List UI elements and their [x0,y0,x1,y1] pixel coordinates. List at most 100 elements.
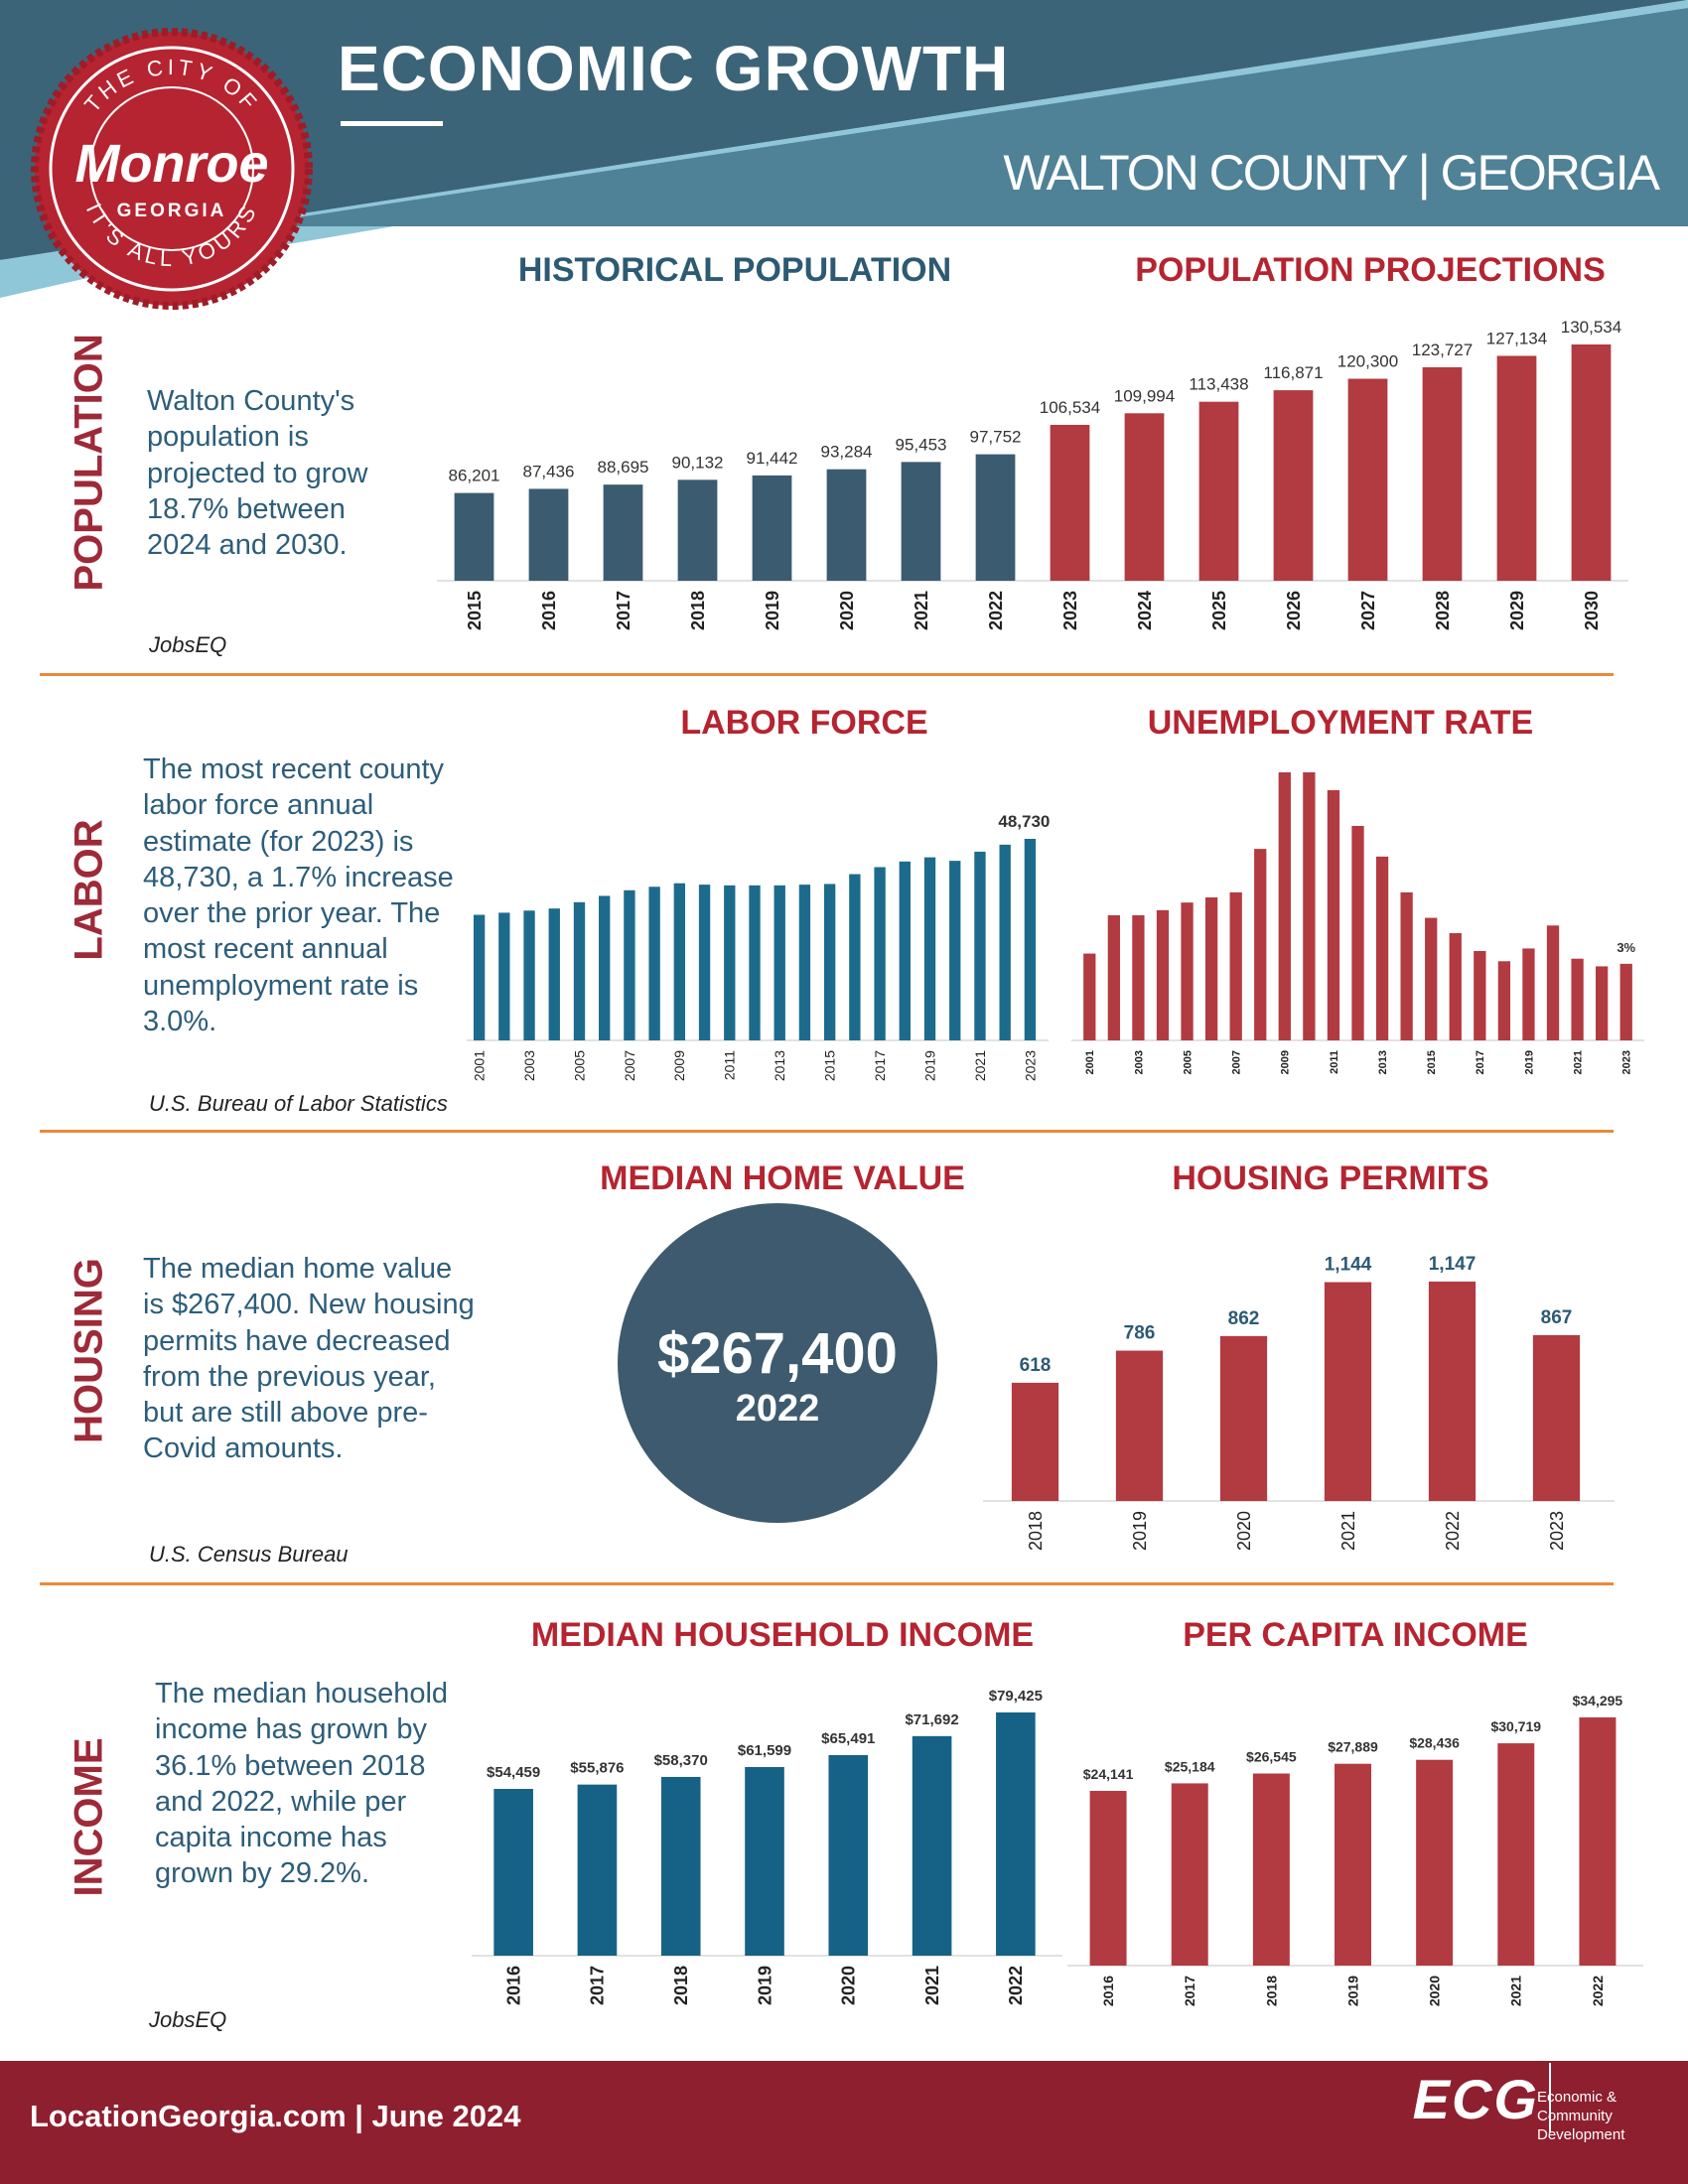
bar [599,895,611,1040]
population-chart: 86,201 2015 87,436 2016 88,695 2017 90,132 2018… [437,318,1628,630]
bar [1532,1334,1581,1501]
bar [660,1776,701,1956]
tick-label: 2020 [839,1966,859,2005]
tick-label: 2016 [503,1966,523,2005]
bar [1596,966,1609,1040]
housing-permits-chart: 618 2018 786 2019 862 2020 1,144 2021 1,147 2022 8… [983,1254,1615,1551]
income-source: JobsEQ [149,2007,227,2032]
median-household-income-title: MEDIAN HOUSEHOLD INCOME [530,1616,1035,1654]
data-label: $26,545 [1246,1748,1297,1764]
footer-site-date[interactable]: LocationGeorgia.com | June 2024 [30,2099,521,2133]
data-label: 113,438 [1189,375,1248,394]
tick-label: 2007 [622,1050,637,1081]
tick-label: 2003 [521,1050,537,1081]
bar [1416,1759,1454,1966]
tick-label: 2017 [872,1050,888,1081]
bar [1229,891,1242,1040]
population-description: Walton County's population is projected … [147,385,368,561]
tick-label: 2019 [1344,1976,1360,2006]
bar [1171,1783,1208,1966]
bar [1156,909,1170,1040]
bar [1474,951,1486,1040]
labor-force-title: LABOR FORCE [680,704,928,742]
seal-state: GEORGIA [117,201,227,221]
data-label: 86,201 [449,467,500,485]
bar [1219,1335,1268,1501]
ecg-logo: ECG [1412,2068,1539,2130]
tick-label: 2021 [972,1050,988,1081]
median-household-income-chart: $54,459 2016 $55,876 2017 $58,370 2018 $61,599… [472,1688,1062,2005]
bar [1327,790,1340,1040]
bar [1107,915,1120,1040]
city-seal-logo: THE CITY OF IT'S ALL YOURS Monroe GEORGI… [31,28,313,310]
data-label: $55,876 [570,1760,624,1777]
data-label: 3% [1617,940,1635,955]
section-label-income: INCOME [67,1737,111,1897]
population-source: JobsEQ [149,632,227,657]
bar [473,914,486,1040]
data-label: 109,994 [1114,386,1175,405]
data-label: 123,727 [1412,341,1473,359]
section-divider [40,1582,1614,1585]
median-home-value-title: MEDIAN HOME VALUE [600,1160,965,1197]
data-label: 95,453 [896,435,947,454]
title-underline [341,121,443,126]
bar [1546,925,1560,1040]
tick-label: 2017 [1475,1050,1486,1074]
logo-divider [1549,2063,1551,2132]
tick-label: 2015 [1426,1050,1438,1074]
tick-label: 2013 [772,1050,787,1081]
bar [1278,772,1291,1040]
bar [1522,948,1535,1040]
data-label: 862 [1228,1308,1260,1329]
tick-label: 2011 [722,1050,738,1080]
unemployment-rate-chart: 2001 2003 2005 2007 2009 2011 2013 2015 2017 2019… [1071,772,1644,1074]
tick-label: 2021 [1572,1050,1584,1074]
data-label: 91,442 [747,449,798,468]
housing-permits-title: HOUSING PERMITS [1172,1160,1489,1197]
tick-label: 2025 [1209,591,1229,630]
bar [975,454,1016,581]
data-label: 88,695 [598,458,649,477]
tick-label: 2018 [1263,1976,1279,2006]
tick-label: 2007 [1231,1050,1243,1074]
bar [1252,1773,1290,1966]
tick-label: 2021 [912,591,931,630]
bar [1124,413,1165,581]
bar [648,887,660,1040]
tick-label: 2013 [1377,1050,1389,1074]
tick-label: 2019 [1130,1511,1150,1551]
data-label: 87,436 [523,462,575,480]
footer: LocationGeorgia.com | June 2024 ECG Econ… [0,2061,1688,2184]
tick-label: 2022 [986,591,1006,630]
data-label: $61,599 [738,1742,791,1759]
bar [677,479,718,581]
labor-force-chart: 2001 2003 2005 2007 2009 2011 2013 2015 2017 2019… [467,812,1050,1081]
per-capita-income-chart: $24,141 2016 $25,184 2017 $26,545 2018 $27,889… [1067,1693,1643,2006]
bar [849,874,861,1040]
tick-label: 2021 [1508,1976,1524,2006]
bar [1083,953,1096,1040]
bar [577,1784,618,1956]
tick-label: 2028 [1433,591,1453,630]
tick-label: 2017 [614,591,633,630]
bar [548,908,560,1040]
bar [1449,933,1462,1040]
bar [996,1712,1036,1956]
bar [823,884,836,1040]
housing-source: U.S. Census Bureau [149,1542,349,1567]
housing-description: The median home value is $267,400. New h… [143,1253,475,1465]
bar [899,861,911,1040]
tick-label: 2018 [688,591,708,630]
bar [1571,344,1612,581]
data-label: 1,144 [1325,1255,1372,1276]
data-label: $71,692 [905,1711,958,1728]
bar [1024,839,1037,1040]
section-label-housing: HOUSING [67,1258,111,1443]
bar [1335,1763,1371,1966]
income-description: The median household income has grown by… [155,1678,449,1890]
bar [798,885,811,1040]
bar [1050,424,1090,581]
data-label: $79,425 [989,1688,1043,1705]
data-label: $24,141 [1083,1766,1134,1782]
